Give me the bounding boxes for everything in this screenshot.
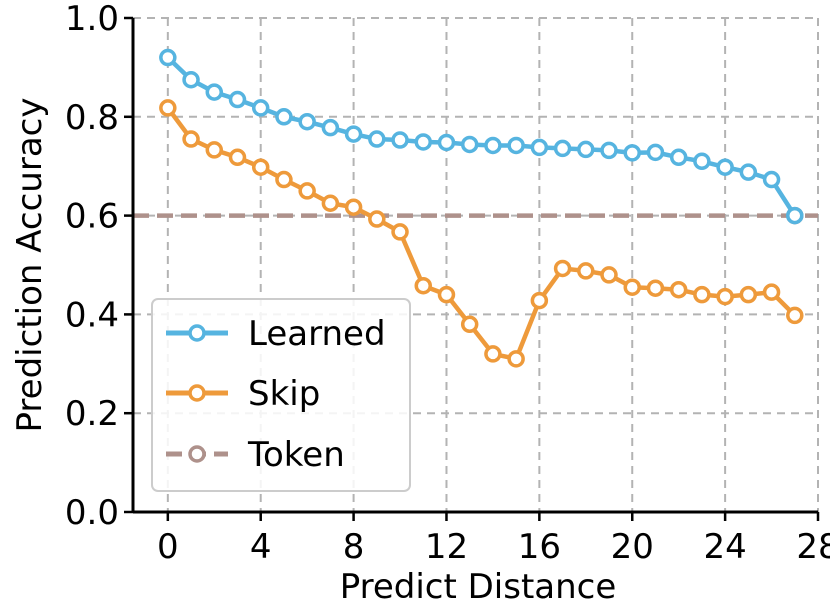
tick-labels: 0 4 8 12 16 20 24 28 0.0 0.2 0.4 0.6 0.8 1.0 [65,0,830,567]
point-skip-10 [391,223,409,241]
point-skip-26 [762,283,781,301]
legend-marker-learned [188,324,206,342]
point-learned-0 [159,48,177,67]
point-learned-18 [577,140,595,159]
point-learned-3 [228,90,247,109]
y-tick-label-0.2: 0.2 [65,394,119,434]
point-skip-3 [228,148,247,167]
point-skip-13 [460,315,479,334]
y-tick-label-0.4: 0.4 [65,295,119,335]
point-learned-14 [484,136,502,155]
point-learned-10 [391,131,409,149]
series-lines [159,48,804,368]
point-skip-12 [437,285,456,304]
point-learned-9 [368,130,386,148]
point-learned-26 [762,170,781,189]
point-learned-23 [693,152,711,171]
legend-box [151,298,411,492]
legend-label-skip: Skip [248,374,320,414]
point-skip-6 [298,182,316,200]
point-learned-13 [460,135,479,154]
point-learned-6 [298,112,316,131]
point-learned-11 [414,133,433,151]
series-line-learned [166,55,797,217]
point-skip-18 [577,262,595,280]
x-tick-label-0: 0 [157,527,179,567]
point-skip-2 [205,141,224,159]
point-skip-24 [716,287,734,306]
point-skip-14 [484,345,502,363]
x-tick-label-16: 16 [518,527,561,567]
point-learned-17 [553,139,572,158]
point-skip-7 [321,194,340,212]
point-learned-1 [182,71,200,89]
legend-label-token: Token [247,435,345,475]
point-skip-0 [159,99,177,117]
x-tick-label-24: 24 [703,527,746,567]
legend-marker-skip [188,384,206,402]
point-learned-12 [437,133,456,152]
legend-item-skip: Skip [166,374,320,414]
point-learned-4 [251,99,270,117]
point-skip-20 [623,278,641,296]
y-tick-label-0.0: 0.0 [65,493,119,533]
series-line-skip [166,106,797,362]
point-learned-7 [321,118,340,137]
point-learned-8 [344,125,363,143]
x-tick-label-8: 8 [343,527,365,567]
point-skip-23 [693,285,711,304]
point-learned-21 [646,143,665,162]
point-skip-21 [646,279,665,297]
point-learned-20 [623,144,641,162]
point-skip-1 [182,130,200,148]
point-skip-19 [600,266,618,284]
point-skip-8 [344,198,363,216]
y-tick-label-0.6: 0.6 [65,197,119,237]
x-tick-label-28: 28 [796,527,830,567]
point-skip-17 [553,259,572,278]
point-learned-5 [275,108,293,126]
legend-marker-token [188,445,206,463]
x-tick-label-20: 20 [611,527,654,567]
point-learned-2 [205,83,224,101]
point-learned-25 [739,163,758,181]
y-tick-label-0.8: 0.8 [65,98,119,138]
point-skip-4 [251,158,270,176]
y-axis-title: Prediction Accuracy [10,98,50,433]
x-axis-title: Predict Distance [340,567,617,607]
legend-item-learned: Learned [166,314,386,354]
point-skip-5 [275,170,293,189]
point-skip-15 [507,350,525,368]
axes [124,16,820,521]
point-learned-15 [507,136,525,155]
point-skip-11 [414,276,433,295]
point-skip-16 [530,291,549,310]
point-learned-24 [716,158,734,176]
legend-label-learned: Learned [248,314,386,354]
x-tick-label-4: 4 [250,527,272,567]
y-tick-label-1.0: 1.0 [65,0,119,39]
point-skip-27 [786,306,804,325]
point-learned-22 [669,148,688,167]
point-skip-22 [669,280,688,299]
legend-item-token: Token [166,435,345,475]
point-skip-9 [368,210,386,228]
token-series [133,206,818,225]
legend: Learned Skip Token [151,298,411,492]
point-learned-16 [530,138,549,157]
point-skip-25 [739,285,758,304]
point-learned-19 [600,141,618,160]
x-tick-label-12: 12 [425,527,468,567]
point-learned-27 [786,206,804,225]
